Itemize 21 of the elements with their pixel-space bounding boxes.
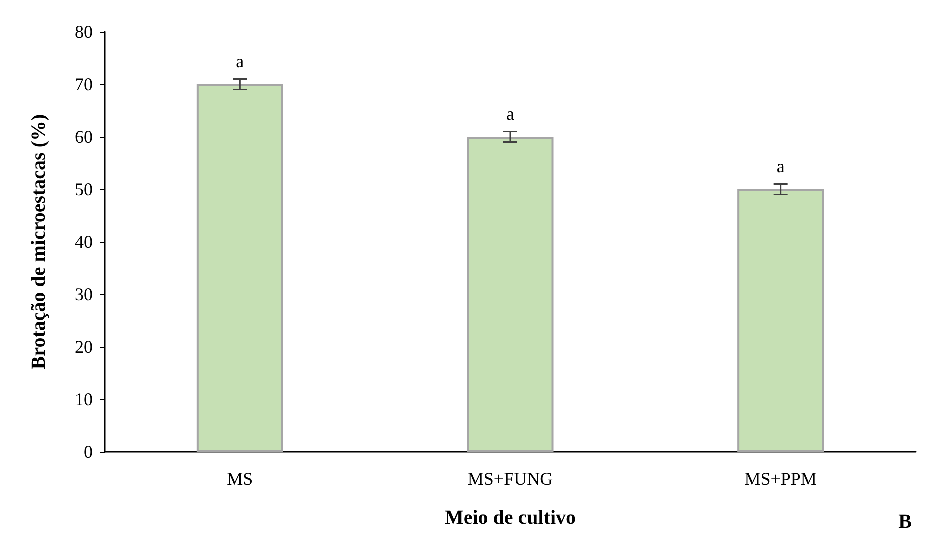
text: B — [898, 511, 912, 533]
data-label: a — [776, 156, 785, 176]
y-tick-label: 40 — [75, 232, 93, 252]
x-tick-label: MS — [227, 469, 254, 489]
bar — [738, 190, 824, 452]
data-label: a — [506, 104, 514, 124]
y-tick-label: 80 — [75, 22, 93, 42]
x-tick-label: MS+PPM — [744, 469, 817, 489]
y-axis-title: Brotação de microestacas (%) — [28, 114, 50, 370]
data-label: a — [236, 52, 244, 72]
bar — [196, 84, 284, 452]
x-tick-label: MS+FUNG — [468, 469, 554, 489]
y-tick-label: 0 — [84, 442, 93, 462]
x-axis-title: Meio de cultivo — [444, 507, 576, 529]
y-tick-label: 50 — [75, 180, 93, 200]
y-tick-label: 10 — [75, 390, 93, 410]
y-tick-label: 70 — [75, 74, 93, 94]
y-tick-label: 60 — [75, 127, 93, 147]
y-tick-label: 20 — [75, 337, 93, 357]
bar — [467, 137, 554, 452]
y-tick-label: 30 — [75, 284, 93, 304]
